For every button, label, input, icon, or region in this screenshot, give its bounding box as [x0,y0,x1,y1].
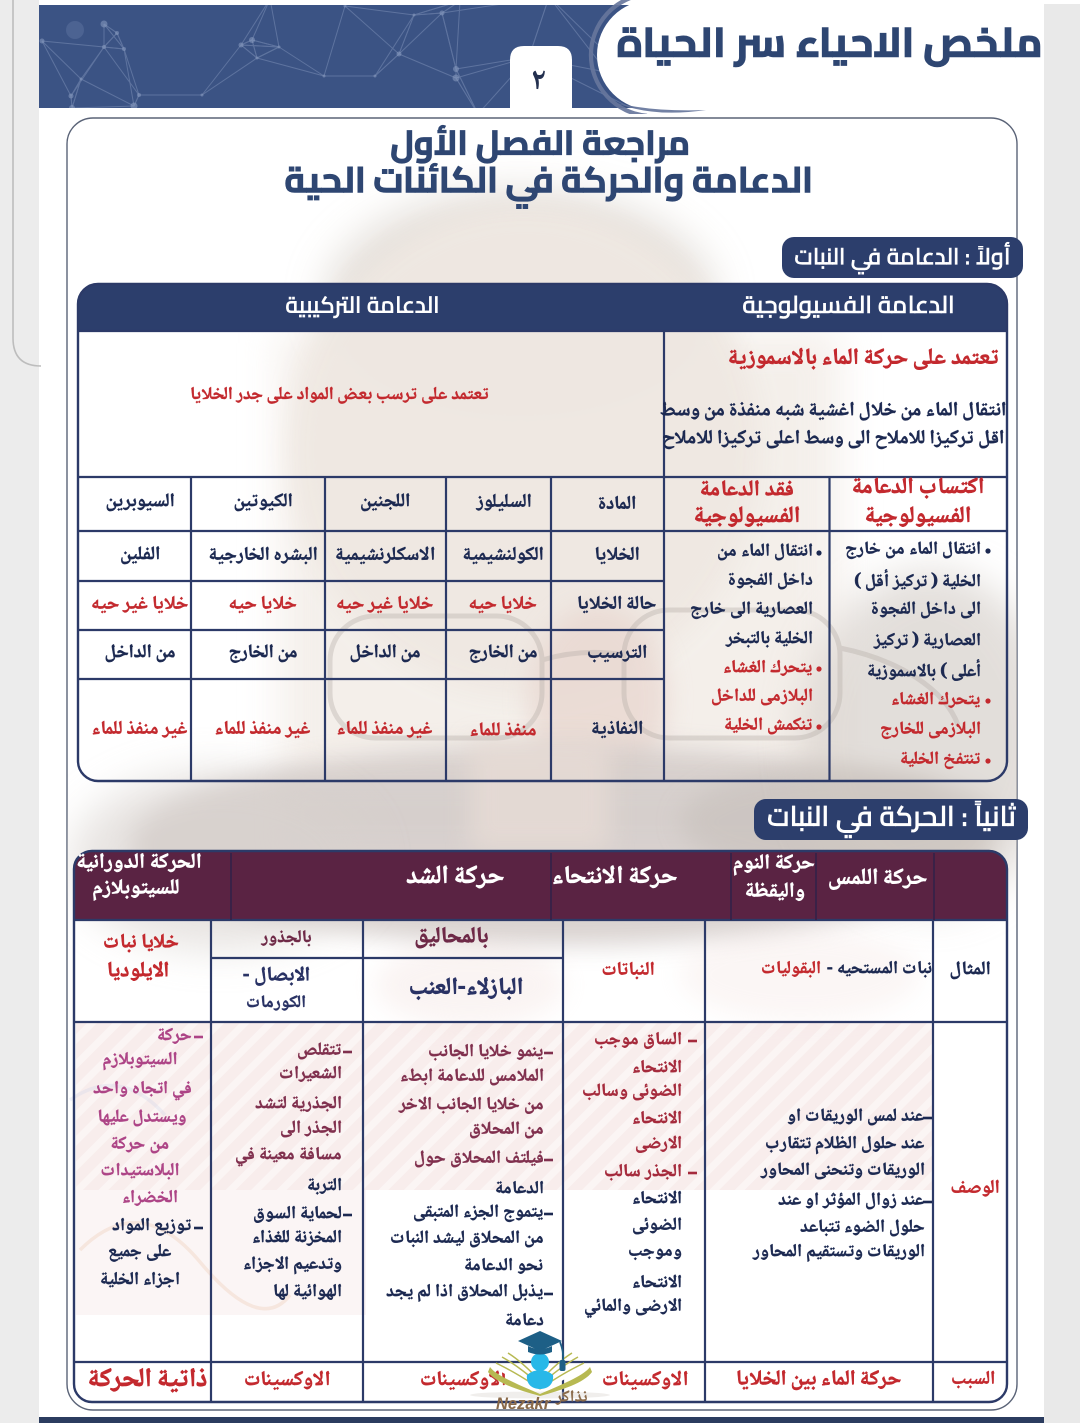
svg-text:Nezakr: Nezakr [496,1395,552,1413]
